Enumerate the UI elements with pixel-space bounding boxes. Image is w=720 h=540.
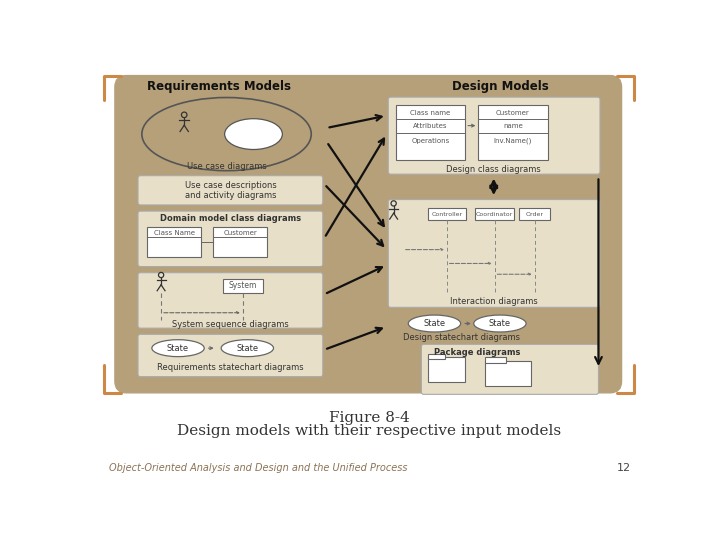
Text: System sequence diagrams: System sequence diagrams bbox=[172, 320, 289, 329]
Text: Operations: Operations bbox=[411, 138, 450, 144]
Bar bbox=[396, 105, 465, 160]
Text: System: System bbox=[228, 281, 257, 291]
Text: Customer: Customer bbox=[496, 110, 530, 116]
Ellipse shape bbox=[408, 315, 461, 332]
Text: Interaction diagrams: Interaction diagrams bbox=[450, 298, 538, 307]
FancyBboxPatch shape bbox=[388, 97, 600, 174]
Text: Order: Order bbox=[526, 212, 544, 217]
Ellipse shape bbox=[152, 340, 204, 356]
Text: Figure 8-4: Figure 8-4 bbox=[328, 411, 410, 426]
Text: State: State bbox=[236, 343, 258, 353]
Text: Design Models: Design Models bbox=[451, 80, 548, 93]
Text: Package diagrams: Package diagrams bbox=[433, 348, 520, 356]
Text: Use case descriptions
and activity diagrams: Use case descriptions and activity diagr… bbox=[184, 180, 276, 200]
FancyBboxPatch shape bbox=[115, 76, 621, 393]
FancyBboxPatch shape bbox=[138, 334, 323, 377]
Bar bbox=[222, 279, 263, 293]
Text: Class Name: Class Name bbox=[153, 230, 194, 235]
Text: Object-Oriented Analysis and Design and the Unified Process: Object-Oriented Analysis and Design and … bbox=[109, 463, 408, 473]
Bar bbox=[148, 226, 201, 257]
Bar bbox=[478, 105, 548, 160]
Text: Requirements statechart diagrams: Requirements statechart diagrams bbox=[157, 363, 304, 372]
Bar bbox=[213, 226, 267, 257]
FancyBboxPatch shape bbox=[388, 200, 600, 307]
Text: Customer: Customer bbox=[223, 230, 257, 235]
Bar bbox=[428, 357, 465, 382]
Bar bbox=[485, 357, 506, 363]
Text: Inv.Name(): Inv.Name() bbox=[494, 138, 532, 144]
Ellipse shape bbox=[225, 119, 282, 150]
Text: name: name bbox=[503, 124, 523, 130]
Text: State: State bbox=[423, 319, 446, 328]
Bar bbox=[428, 354, 445, 359]
Text: Design models with their respective input models: Design models with their respective inpu… bbox=[177, 423, 561, 437]
Text: Design class diagrams: Design class diagrams bbox=[446, 165, 541, 174]
Text: Requirements Models: Requirements Models bbox=[147, 80, 291, 93]
Ellipse shape bbox=[474, 315, 526, 332]
Text: Use case diagrams: Use case diagrams bbox=[186, 162, 266, 171]
Text: Domain model class diagrams: Domain model class diagrams bbox=[160, 214, 301, 224]
Bar bbox=[475, 208, 514, 220]
FancyBboxPatch shape bbox=[138, 176, 323, 205]
Text: State: State bbox=[167, 343, 189, 353]
FancyBboxPatch shape bbox=[138, 211, 323, 267]
Text: State: State bbox=[489, 319, 511, 328]
Bar bbox=[428, 208, 466, 220]
Text: Design statechart diagrams: Design statechart diagrams bbox=[403, 333, 520, 342]
Bar bbox=[485, 361, 531, 386]
Text: 12: 12 bbox=[616, 463, 631, 473]
FancyBboxPatch shape bbox=[138, 273, 323, 328]
Text: Controller: Controller bbox=[431, 212, 462, 217]
Ellipse shape bbox=[221, 340, 274, 356]
Text: Coordinator: Coordinator bbox=[476, 212, 513, 217]
Text: Class name: Class name bbox=[410, 110, 451, 116]
FancyBboxPatch shape bbox=[421, 345, 598, 394]
Text: Attributes: Attributes bbox=[413, 124, 448, 130]
Bar bbox=[519, 208, 550, 220]
